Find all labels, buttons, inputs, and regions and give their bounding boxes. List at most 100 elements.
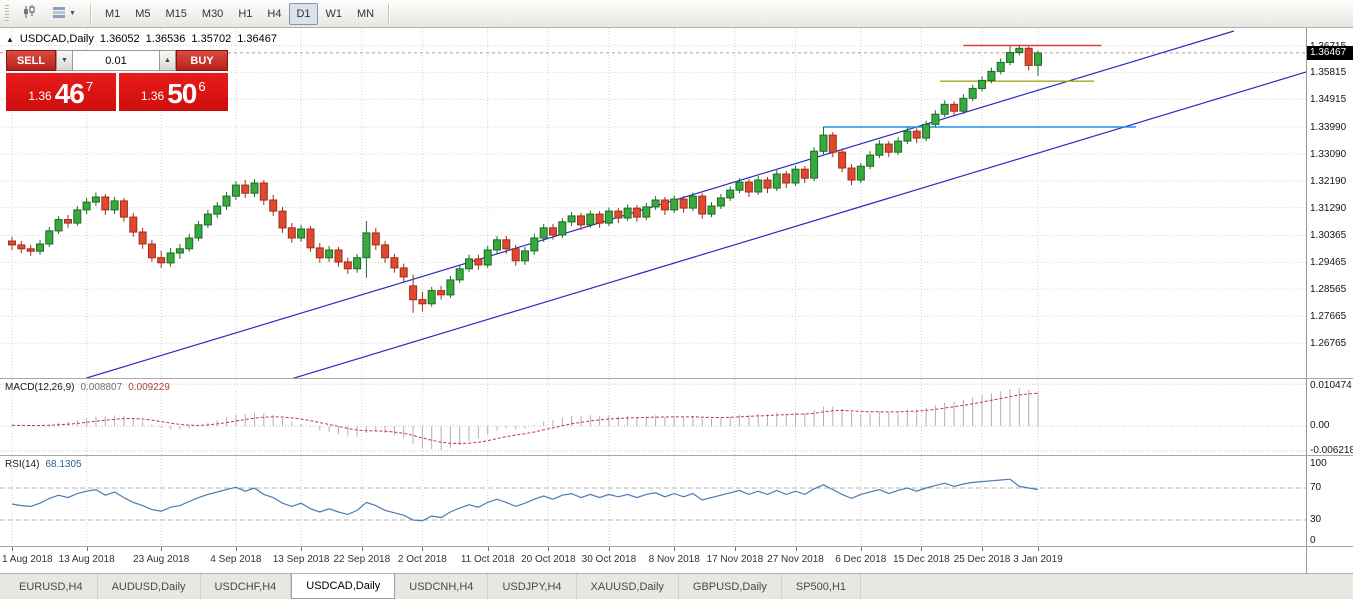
date-tick	[734, 547, 736, 551]
date-axis-label: 17 Nov 2018	[706, 554, 764, 565]
date-axis-label: 11 Oct 2018	[460, 554, 515, 565]
price-chart-pane[interactable]: ▲ USDCAD,Daily 1.36052 1.36536 1.35702 1…	[0, 28, 1306, 378]
volume-input[interactable]	[73, 50, 159, 71]
macd-canvas	[0, 379, 1306, 455]
chart-tab-bar: EURUSD,H4 AUDUSD,Daily USDCHF,H4 USDCAD,Dai…	[0, 573, 1353, 599]
timeframe-button-h4[interactable]: H4	[260, 3, 288, 25]
channel-upper-trendline[interactable]	[86, 30, 1235, 378]
date-axis-label: 22 Sep 2018	[333, 554, 391, 565]
buy-price-button[interactable]: 1.36 50 6	[118, 73, 228, 111]
candlestick-chart-icon	[22, 5, 36, 22]
price-axis-label: 1.27665	[1310, 311, 1347, 323]
timeframe-button-m5[interactable]: M5	[128, 3, 157, 25]
price-axis-label: 1.29465	[1310, 257, 1347, 269]
timeframe-button-h1[interactable]: H1	[231, 3, 259, 25]
chart-tab-audusd-daily[interactable]: AUDUSD,Daily	[98, 574, 201, 599]
chart-tab-sp500-h1[interactable]: SP500,H1	[782, 574, 862, 599]
date-tick	[921, 547, 923, 551]
chart-tab-eurusd-h4[interactable]: EURUSD,H4	[5, 574, 98, 599]
date-tick	[674, 547, 676, 551]
sell-price-prefix: 1.36	[28, 89, 52, 103]
chart-region: ▲ USDCAD,Daily 1.36052 1.36536 1.35702 1…	[0, 28, 1353, 573]
date-axis-label: 6 Dec 2018	[835, 554, 887, 565]
date-axis-label: 3 Jan 2019	[1013, 554, 1063, 565]
chart-tab-gbpusd-daily[interactable]: GBPUSD,Daily	[679, 574, 782, 599]
rsi-canvas	[0, 456, 1306, 546]
macd-main-value: 0.008807	[80, 382, 123, 393]
ohlc-close: 1.36467	[237, 33, 277, 45]
timeframe-button-m1[interactable]: M1	[98, 3, 127, 25]
rsi-name: RSI(14)	[5, 459, 40, 470]
timeframe-button-w1[interactable]: W1	[319, 3, 350, 25]
price-axis-label: 1.34915	[1310, 94, 1347, 106]
volume-increase-button[interactable]: ▲	[159, 50, 176, 71]
date-axis-label: 8 Nov 2018	[648, 554, 700, 565]
ohlc-low: 1.35702	[191, 33, 232, 45]
sell-button[interactable]: SELL	[6, 50, 56, 71]
date-tick	[86, 547, 88, 551]
chart-tab-usdchf-h4[interactable]: USDCHF,H4	[201, 574, 292, 599]
sell-price-button[interactable]: 1.36 46 7	[6, 73, 116, 111]
rsi-label: RSI(14) 68.1305	[5, 459, 82, 470]
timeframe-button-m30[interactable]: M30	[195, 3, 230, 25]
price-axis-label: 1.33090	[1310, 148, 1347, 160]
date-tick	[548, 547, 550, 551]
date-axis-label: 4 Sep 2018	[210, 554, 262, 565]
ohlc-open: 1.36052	[99, 33, 140, 45]
trade-prices-row: 1.36 46 7 1.36 50 6	[6, 73, 228, 111]
chevron-down-icon: ▼	[69, 10, 76, 17]
current-price-badge: 1.36467	[1307, 45, 1353, 60]
macd-pane[interactable]: MACD(12,26,9) 0.008807 0.009229	[0, 378, 1306, 455]
macd-signal-value: 0.009229	[128, 382, 170, 393]
volume-decrease-button[interactable]: ▼	[56, 50, 73, 71]
date-axis-label: 13 Aug 2018	[58, 554, 115, 565]
sell-price-pips: 46	[54, 78, 85, 109]
chart-tab-usdcnh-h4[interactable]: USDCNH,H4	[395, 574, 489, 599]
date-tick	[795, 547, 797, 551]
date-axis-label: 2 Oct 2018	[397, 554, 447, 565]
trade-controls-row: SELL ▼ ▲ BUY	[6, 50, 228, 71]
timeframe-button-d1[interactable]: D1	[289, 2, 318, 25]
price-axis-label: 1.33990	[1310, 122, 1347, 134]
price-axis-label: 1.28565	[1310, 284, 1347, 296]
date-axis-label: 27 Nov 2018	[767, 554, 824, 565]
one-click-trading-panel: SELL ▼ ▲ BUY 1.36 46 7 1.36 50 6	[6, 50, 228, 111]
chart-type-dropdown-button[interactable]: ▼	[45, 3, 83, 25]
timeframe-button-m15[interactable]: M15	[159, 3, 194, 25]
rsi-line	[11, 478, 1039, 522]
ohlc-high: 1.36536	[145, 33, 186, 45]
chart-tab-usdcad-daily[interactable]: USDCAD,Daily	[291, 574, 396, 599]
date-tick	[608, 547, 610, 551]
date-tick	[361, 547, 363, 551]
chart-tab-usdjpy-h4[interactable]: USDJPY,H4	[488, 574, 577, 599]
date-axis-label: 13 Sep 2018	[272, 554, 330, 565]
date-tick	[12, 547, 13, 551]
chart-title-marker-icon[interactable]: ▲	[6, 35, 14, 44]
chart-title: ▲ USDCAD,Daily 1.36052 1.36536 1.35702 1…	[6, 33, 277, 45]
date-tick	[235, 547, 237, 551]
macd-axis-label: 0.010474	[1310, 380, 1352, 391]
macd-label: MACD(12,26,9) 0.008807 0.009229	[5, 382, 170, 393]
buy-price-pipette: 6	[198, 79, 206, 94]
toolbar-grip[interactable]	[5, 4, 9, 23]
channel-lower-trendline[interactable]	[87, 54, 1306, 378]
macd-axis: 0.010474 0.00 -0.006218	[1306, 378, 1353, 455]
buy-button[interactable]: BUY	[176, 50, 228, 71]
date-tick	[161, 547, 163, 551]
rsi-axis-label: 30	[1310, 514, 1322, 525]
sell-price-pipette: 7	[85, 79, 94, 94]
chart-tab-xauusd-daily[interactable]: XAUUSD,Daily	[577, 574, 679, 599]
candles-layer	[8, 45, 1042, 313]
rsi-axis-label: 100	[1310, 458, 1327, 469]
date-axis-label: 30 Oct 2018	[581, 554, 637, 565]
date-axis[interactable]: 1 Aug 2018 13 Aug 2018 23 Aug 2018 4 Sep 20…	[0, 546, 1306, 573]
date-axis-label: 15 Dec 2018	[893, 554, 950, 565]
price-axis[interactable]: 1.367151.358151.349151.339901.330901.321…	[1306, 28, 1353, 378]
axis-corner	[1306, 546, 1353, 573]
rsi-pane[interactable]: RSI(14) 68.1305	[0, 455, 1306, 546]
new-chart-button[interactable]	[15, 3, 43, 25]
chart-symbol-label: USDCAD,Daily	[19, 33, 94, 45]
chart-layout-icon	[52, 5, 66, 22]
timeframe-button-mn[interactable]: MN	[350, 3, 381, 25]
buy-price-pips: 50	[167, 78, 197, 109]
